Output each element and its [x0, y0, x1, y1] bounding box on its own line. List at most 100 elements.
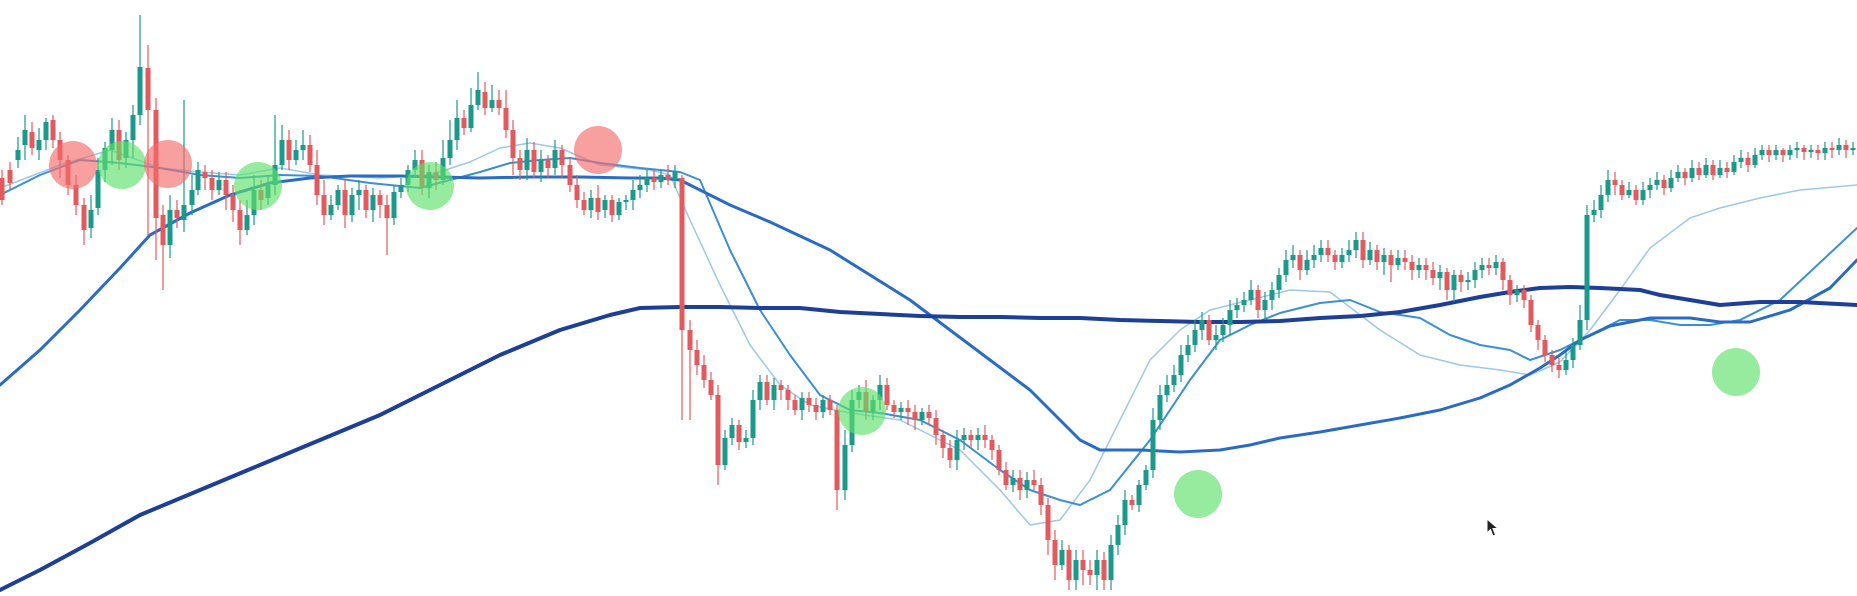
candle-body	[771, 385, 777, 400]
candle-body	[209, 178, 215, 190]
candle-body	[1339, 255, 1345, 262]
candle-134	[940, 430, 946, 458]
candle-body	[602, 200, 608, 210]
candle-body	[708, 380, 714, 395]
candle-204	[1430, 262, 1436, 285]
candle-body	[7, 170, 13, 183]
candle-body	[524, 150, 530, 170]
candle-49	[342, 180, 348, 228]
candle-body	[29, 132, 35, 148]
candle-body	[314, 165, 320, 195]
candle-body	[1052, 540, 1058, 565]
candle-80	[559, 145, 565, 178]
candle-body	[321, 195, 327, 215]
candle-224	[1570, 338, 1576, 368]
candle-body	[799, 398, 805, 410]
candle-layer	[0, 15, 1856, 590]
candle-66	[461, 110, 467, 135]
candle-body	[891, 405, 897, 412]
candle-body	[1115, 525, 1121, 545]
candle-body	[496, 100, 502, 108]
candle-69	[482, 82, 488, 115]
candle-body	[1367, 250, 1373, 260]
candle-105	[736, 420, 742, 450]
candle-body	[616, 202, 622, 215]
candle-body	[1038, 485, 1044, 505]
candle-body	[307, 145, 313, 165]
sell-signal-marker-3	[144, 140, 192, 188]
candle-89	[623, 195, 629, 210]
candle-50	[349, 188, 355, 222]
candle-body	[1353, 240, 1359, 250]
candle-128	[898, 402, 904, 420]
candle-body	[1556, 365, 1562, 370]
candle-body	[729, 425, 735, 438]
candle-30	[209, 170, 215, 200]
candle-84	[588, 190, 594, 218]
candle-44	[307, 135, 313, 172]
candle-140	[982, 425, 988, 448]
candle-179	[1255, 285, 1261, 318]
candle-body	[1129, 500, 1135, 505]
candle-body	[1003, 470, 1009, 485]
candle-132	[926, 405, 932, 425]
candle-71	[496, 90, 502, 115]
moving-average-line-2	[0, 157, 1857, 506]
candle-78	[545, 155, 551, 178]
candle-157	[1101, 552, 1107, 590]
candle-213	[1493, 255, 1499, 275]
candle-body	[1759, 150, 1765, 155]
candle-body	[244, 215, 250, 230]
sell-signal-marker-1	[49, 141, 97, 189]
candle-174	[1220, 318, 1226, 342]
candle-77	[538, 150, 544, 182]
candle-body	[181, 205, 187, 220]
candle-239	[1675, 165, 1681, 182]
candle-109	[764, 375, 770, 405]
candle-body	[1374, 250, 1380, 262]
candle-body	[567, 165, 573, 185]
candle-203	[1423, 258, 1429, 280]
candle-body	[1843, 145, 1849, 150]
candle-body	[1451, 275, 1457, 290]
candle-body	[475, 90, 481, 105]
candle-body	[1850, 148, 1856, 150]
candle-185	[1297, 250, 1303, 280]
candle-31	[216, 172, 222, 195]
candle-body	[43, 122, 49, 140]
candle-158	[1108, 535, 1114, 590]
candle-247	[1731, 155, 1737, 175]
candle-34	[237, 200, 243, 245]
candle-body	[1444, 272, 1450, 290]
candle-161	[1129, 495, 1135, 510]
candle-201	[1409, 255, 1415, 280]
candle-body	[919, 412, 925, 420]
candle-body	[36, 140, 42, 150]
candle-body	[651, 178, 657, 182]
candle-73	[510, 120, 516, 175]
candle-70	[489, 85, 495, 112]
candle-body	[1087, 570, 1093, 575]
candle-body	[1458, 275, 1464, 282]
candle-1	[0, 170, 5, 205]
candle-189	[1325, 240, 1331, 262]
candle-250	[1752, 148, 1758, 168]
candle-body	[1199, 320, 1205, 330]
candle-body	[1507, 280, 1513, 295]
candle-156	[1094, 550, 1100, 590]
candle-body	[81, 205, 87, 230]
candle-166	[1164, 375, 1170, 402]
candle-242	[1696, 162, 1702, 180]
candle-64	[447, 120, 453, 165]
candle-body	[137, 67, 143, 115]
candle-body	[982, 435, 988, 440]
candle-body	[694, 350, 700, 365]
candle-95	[665, 165, 671, 185]
candle-body	[237, 210, 243, 230]
candle-234	[1640, 182, 1646, 205]
candle-223	[1563, 352, 1569, 375]
candle-body	[1150, 420, 1156, 470]
candle-196	[1374, 245, 1380, 270]
candle-5	[29, 122, 35, 155]
